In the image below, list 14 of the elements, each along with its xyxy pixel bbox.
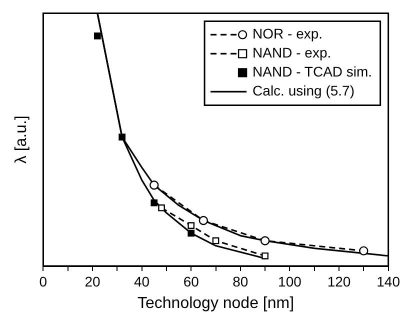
legend-label: Calc. using (5.7) (252, 82, 354, 99)
x-tick-label: 140 (376, 273, 400, 290)
x-tick-label: 100 (278, 273, 302, 290)
x-axis-title: Technology node [nm] (137, 294, 294, 312)
legend-label: NOR - exp. (252, 26, 323, 42)
legend-label: NAND - exp. (252, 44, 332, 61)
x-tick-label: 80 (232, 273, 248, 290)
x-tick-label: 0 (39, 273, 48, 290)
x-tick-label: 60 (183, 273, 200, 290)
x-tick-label: 40 (134, 273, 150, 290)
y-axis-title: λ [a.u.] (13, 116, 30, 164)
x-tick-label: 120 (327, 273, 351, 290)
legend-label: NAND - TCAD sim. (252, 64, 372, 80)
x-tick-label: 20 (84, 273, 100, 290)
